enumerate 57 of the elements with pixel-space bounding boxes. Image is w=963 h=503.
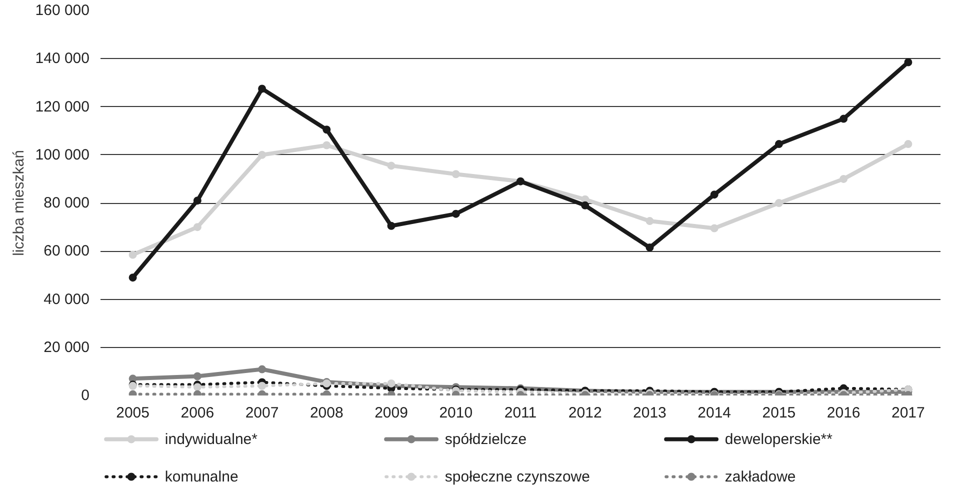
y-tick-label: 100 000: [35, 146, 90, 164]
point: [646, 217, 654, 226]
y-tick-label: 0: [81, 387, 90, 404]
point: [710, 190, 718, 199]
legend-label: zakładowe: [724, 468, 796, 486]
point: [646, 244, 654, 252]
point: [193, 372, 202, 380]
point: [258, 150, 266, 159]
x-tick-label: 2010: [439, 404, 473, 422]
point: [387, 379, 396, 388]
y-tick-label: 40 000: [44, 290, 90, 308]
point: [904, 140, 912, 148]
point: [387, 162, 396, 170]
point: [128, 274, 137, 282]
y-tick-label: 20 000: [44, 338, 90, 356]
legend-label: społeczne czynszowe: [444, 468, 590, 486]
point: [840, 174, 848, 183]
point: [322, 141, 331, 150]
point: [581, 201, 590, 210]
point: [710, 224, 718, 232]
y-tick-label: 140 000: [35, 50, 90, 68]
point: [774, 140, 783, 148]
x-tick-label: 2009: [374, 404, 408, 422]
x-tick-label: 2017: [892, 404, 925, 422]
x-tick-label: 2011: [504, 404, 537, 422]
point: [904, 58, 912, 66]
point: [452, 210, 460, 218]
point: [452, 170, 460, 178]
point: [840, 114, 848, 123]
point: [128, 250, 137, 259]
y-tick-label: 120 000: [35, 98, 90, 116]
legend-label: spółdzielcze: [444, 430, 527, 448]
point: [193, 383, 202, 392]
x-tick-label: 2016: [826, 404, 860, 422]
point: [193, 196, 202, 205]
point: [258, 84, 266, 93]
point: [387, 222, 396, 230]
y-axis-title: liczba mieszkań: [10, 150, 28, 256]
y-tick-label: 160 000: [35, 2, 90, 19]
point: [258, 365, 266, 374]
x-tick-label: 2014: [698, 404, 732, 422]
x-tick-label: 2007: [245, 404, 279, 422]
x-tick-label: 2008: [310, 404, 344, 422]
x-tick-label: 2012: [568, 404, 602, 422]
y-tick-label: 60 000: [44, 242, 90, 260]
x-tick-label: 2013: [633, 404, 666, 422]
point: [322, 126, 331, 134]
y-tick-label: 80 000: [44, 194, 90, 212]
point: [774, 199, 783, 207]
x-tick-label: 2015: [762, 404, 796, 422]
legend-label: deweloperskie**: [724, 430, 833, 448]
point: [258, 382, 266, 390]
point: [193, 223, 202, 232]
x-tick-label: 2006: [180, 404, 214, 422]
legend-label: komunalne: [164, 468, 238, 486]
legend-label: indywidualne*: [164, 430, 258, 448]
x-tick-label: 2005: [116, 404, 150, 422]
